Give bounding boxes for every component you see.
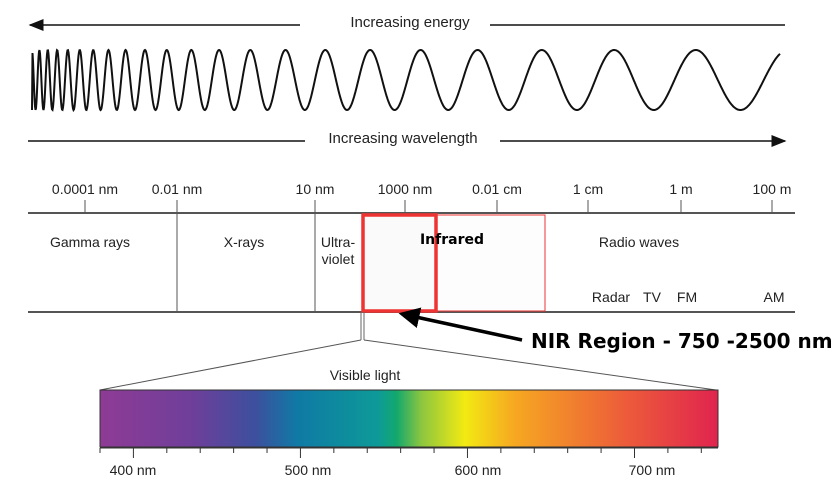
tick-label: 1 cm	[572, 181, 604, 197]
visible-tick-label: 600 nm	[454, 462, 502, 478]
infrared-box	[435, 214, 546, 312]
tick-label: 1 m	[669, 181, 693, 197]
visible-fan	[99, 339, 717, 391]
band-fm: FM	[676, 289, 698, 305]
region-infrared: Infrared	[419, 232, 485, 248]
band-radar: Radar	[591, 289, 631, 305]
region-gamma: Gamma rays	[49, 234, 131, 250]
tick-label: 0.01 nm	[151, 181, 203, 197]
band-am: AM	[763, 289, 785, 305]
visible-tick-label: 400 nm	[109, 462, 157, 478]
region-uv-2: violet	[321, 251, 355, 267]
nir-arrow	[398, 307, 523, 342]
nir-annotation: NIR Region - 750 -2500 nm	[531, 329, 833, 353]
energy-label: Increasing energy	[350, 14, 470, 31]
visible-tick-label: 700 nm	[628, 462, 676, 478]
visible-title: Visible light	[329, 367, 401, 383]
nir-highlight-box	[361, 213, 438, 313]
tick-label: 100 m	[752, 181, 792, 197]
region-xrays: X-rays	[223, 234, 265, 250]
region-uv-1: Ultra-	[320, 234, 356, 250]
region-radio: Radio waves	[598, 234, 680, 250]
visible-tick-label: 500 nm	[284, 462, 332, 478]
tick-label: 10 nm	[295, 181, 335, 197]
tick-label: 0.0001 nm	[51, 181, 119, 197]
tick-label: 1000 nm	[377, 181, 433, 197]
band-tv: TV	[643, 289, 661, 305]
tick-label: 0.01 cm	[472, 181, 522, 197]
wavelength-label: Increasing wavelength	[328, 130, 478, 147]
visible-spectrum-bar	[99, 389, 719, 448]
wave	[31, 48, 781, 113]
